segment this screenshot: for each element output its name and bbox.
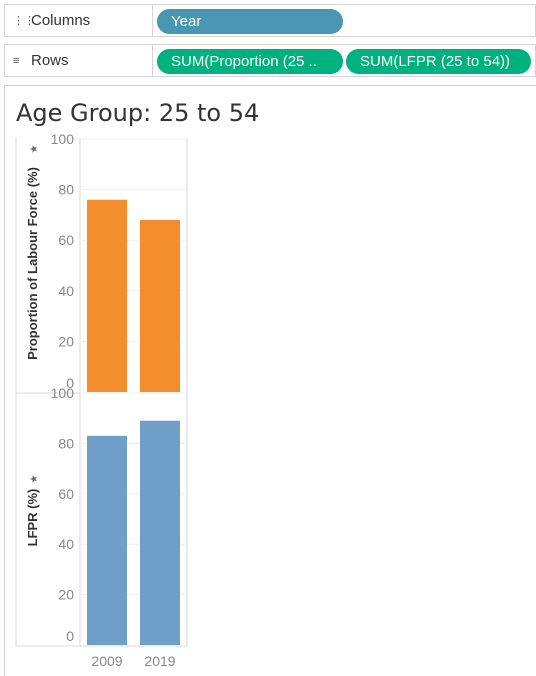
y-tick-label: 100 — [51, 131, 75, 147]
rows-shelf[interactable]: ≡ Rows SUM(Proportion (25 .. SUM(LFPR (2… — [4, 44, 536, 77]
columns-shelf[interactable]: ⋮⋮ Columns Year — [4, 4, 536, 37]
rows-shelf-label: ≡ Rows — [5, 45, 153, 76]
y-axis-title: LFPR (%) — [25, 489, 40, 547]
bar-2019 — [140, 420, 180, 645]
y-tick-label: 20 — [58, 333, 74, 349]
y-tick-label: 80 — [58, 182, 74, 198]
y-tick-label: 100 — [51, 385, 75, 401]
bar-2019 — [140, 219, 180, 392]
y-tick-label: 40 — [58, 536, 74, 552]
x-tick-label: 2009 — [91, 653, 122, 669]
y-axis-title: Proportion of Labour Force (%) — [25, 167, 40, 360]
sheet-title: Age Group: 25 to 54 — [16, 99, 260, 127]
columns-shelf-label: ⋮⋮ Columns — [5, 5, 153, 36]
proportion-pill[interactable]: SUM(Proportion (25 .. — [157, 49, 343, 74]
y-tick-label: 40 — [58, 283, 74, 299]
year-pill[interactable]: Year — [157, 9, 343, 34]
bar-2009 — [87, 199, 127, 392]
columns-shelf-label-text: Columns — [31, 12, 91, 29]
pin-icon: ★ — [29, 474, 40, 483]
y-tick-label: 0 — [66, 375, 74, 391]
view-area — [4, 85, 536, 676]
y-tick-label: 60 — [58, 232, 74, 248]
columns-icon: ⋮⋮ — [13, 15, 35, 27]
pin-icon: ★ — [29, 144, 40, 153]
y-tick-label: 60 — [58, 486, 74, 502]
rows-shelf-label-text: Rows — [31, 52, 69, 69]
y-tick-label: 20 — [58, 587, 74, 603]
y-tick-label: 80 — [58, 435, 74, 451]
x-tick-label: 2019 — [144, 653, 175, 669]
bar-2009 — [87, 435, 127, 645]
lfpr-pill[interactable]: SUM(LFPR (25 to 54)) — [346, 49, 531, 74]
y-tick-label: 0 — [66, 628, 74, 644]
rows-icon: ≡ — [13, 54, 20, 67]
